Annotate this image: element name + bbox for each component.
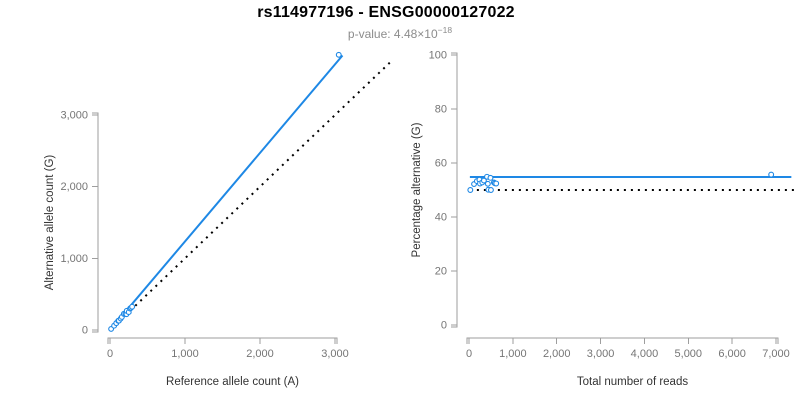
- y-tick-label: 40: [435, 212, 447, 224]
- y-axis-domain: [92, 112, 99, 333]
- x-tick-label: 7,000: [762, 348, 790, 360]
- data-point: [487, 187, 494, 193]
- x-tick-label: 3,000: [321, 348, 349, 360]
- identity-line: [109, 61, 391, 331]
- x-axis: [107, 337, 338, 344]
- x-tick-label: 2,000: [543, 348, 571, 360]
- regression-line: [109, 54, 344, 331]
- y-tick-label: 0: [441, 320, 447, 332]
- y-tick-label: 1,000: [60, 253, 88, 265]
- data-point: [480, 177, 487, 184]
- y-tick-label: 60: [435, 158, 447, 170]
- y-axis: [451, 52, 458, 328]
- x-tick-label: 6,000: [718, 348, 746, 360]
- x-axis: [466, 337, 779, 344]
- y-axis: [92, 112, 99, 333]
- data-point: [335, 51, 342, 58]
- data-point: [129, 303, 136, 310]
- pvalue-text: p-value: 4.48×10: [347, 27, 438, 41]
- y-axis-domain: [451, 52, 458, 328]
- data-points: [108, 51, 342, 332]
- left-plot: 0 1,000 2,000 3,000 0 1,000 2,000 3,000 Referenc…: [44, 51, 391, 388]
- pvalue-exponent: −18: [437, 25, 453, 35]
- x-tick-label: 2,000: [246, 348, 274, 360]
- x-axis-title: Total number of reads: [577, 376, 688, 388]
- x-axis-domain: [107, 337, 338, 344]
- data-point: [484, 180, 491, 187]
- x-axis-title: Reference allele count (A): [166, 376, 299, 388]
- x-tick-label: 0: [107, 348, 113, 360]
- right-plot: 0 1,000 2,000 3,000 4,000 5,000 6,000 7,000 0 20 4…: [411, 50, 795, 388]
- x-tick-label: 1,000: [171, 348, 199, 360]
- data-point: [493, 180, 500, 187]
- x-tick-label: 3,000: [587, 348, 615, 360]
- y-tick-label: 0: [82, 325, 88, 337]
- y-tick-label: 2,000: [60, 181, 88, 193]
- chart-subtitle: p-value: 4.48×10−18: [0, 25, 800, 41]
- y-tick-label: 80: [435, 104, 447, 116]
- y-tick-label: 100: [429, 50, 447, 62]
- x-tick-label: 5,000: [675, 348, 703, 360]
- x-tick-label: 4,000: [631, 348, 659, 360]
- data-points: [467, 171, 775, 193]
- y-tick-label: 3,000: [60, 110, 88, 122]
- y-axis-title: Percentage alternative (G): [411, 122, 423, 257]
- y-tick-label: 20: [435, 266, 447, 278]
- data-point: [487, 174, 494, 181]
- x-axis-domain: [466, 337, 779, 344]
- data-point: [467, 187, 474, 193]
- chart-title: rs114977196 - ENSG00000127022: [257, 4, 515, 21]
- x-tick-label: 1,000: [499, 348, 527, 360]
- data-point: [768, 171, 775, 178]
- x-tick-label: 0: [466, 348, 472, 360]
- y-axis-title: Alternative allele count (G): [44, 155, 56, 291]
